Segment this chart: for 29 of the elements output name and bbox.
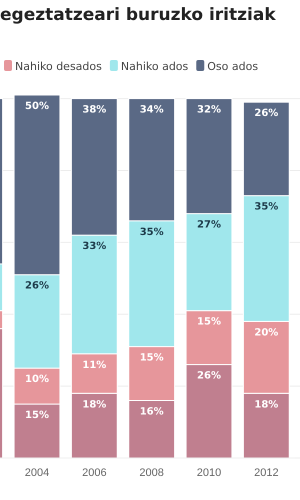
x-tick-label: 2004	[24, 466, 50, 479]
data-label: 35%	[140, 226, 164, 238]
x-tick-label: 2006	[82, 466, 107, 479]
data-label: 50%	[25, 101, 49, 112]
data-label: 10%	[25, 374, 49, 386]
data-label: 34%	[140, 104, 164, 116]
x-tick-label: 2008	[139, 466, 164, 479]
x-tick-label: 2012	[254, 466, 279, 479]
x-tick-label: 2010	[196, 466, 222, 479]
legend-label: Nahiko ados	[120, 60, 189, 73]
data-label: 15%	[25, 410, 49, 422]
data-label: 15%	[197, 316, 221, 328]
data-label: 33%	[82, 241, 106, 252]
data-label: 27%	[197, 220, 221, 231]
legend-label: Nahiko desados	[15, 60, 102, 73]
data-label: 35%	[254, 202, 278, 213]
chart-title: egeztatzeari buruzko iritziak	[0, 5, 276, 25]
data-label: 11%	[82, 360, 106, 371]
data-label: 26%	[25, 280, 49, 292]
text: Oso ados	[207, 60, 258, 73]
data-label: 26%	[254, 108, 278, 120]
data-label: 18%	[254, 399, 278, 410]
data-label: 16%	[140, 406, 164, 418]
data-label: 15%	[140, 352, 164, 364]
data-label: 38%	[82, 104, 106, 116]
data-label: 32%	[197, 104, 221, 116]
data-label: 20%	[254, 327, 278, 338]
data-label: 26%	[197, 370, 221, 382]
data-label: 18%	[82, 399, 106, 410]
